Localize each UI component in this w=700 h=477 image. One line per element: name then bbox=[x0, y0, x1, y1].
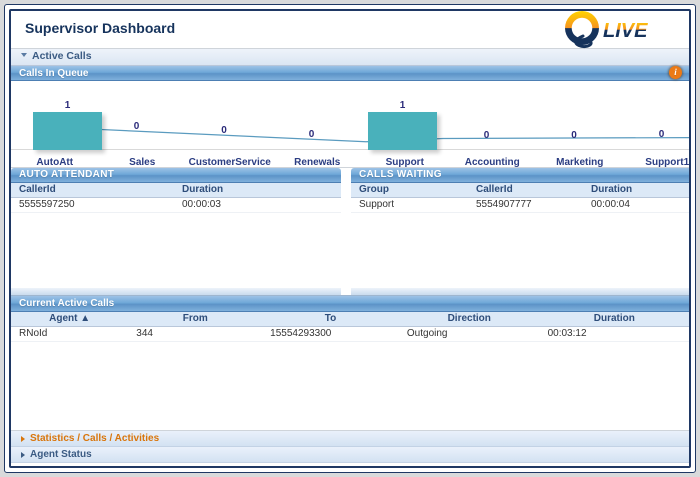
svg-text:LIVE: LIVE bbox=[603, 20, 648, 42]
